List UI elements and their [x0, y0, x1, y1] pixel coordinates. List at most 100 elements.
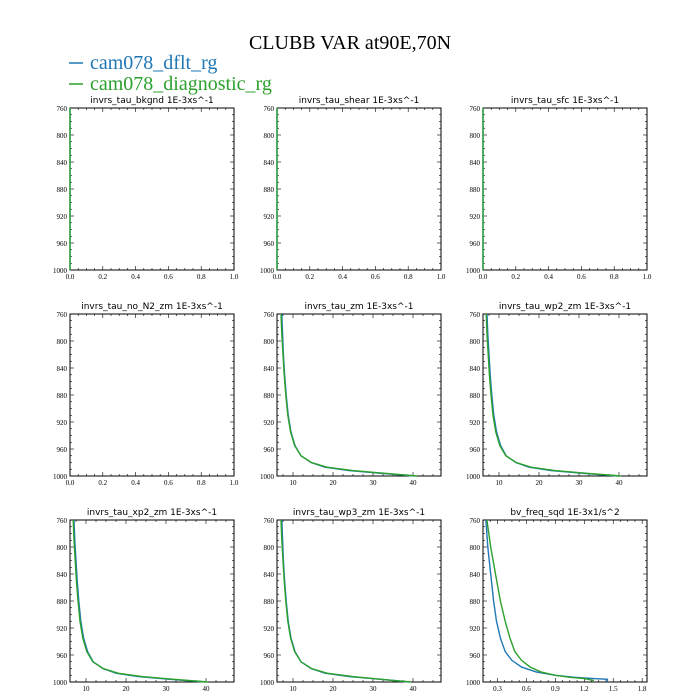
x-tick-label: 1.0	[643, 273, 652, 281]
legend-label-diagnostic: cam078_diagnostic_rg	[90, 73, 272, 95]
panel-6: invrs_tau_wp2_zm 1E-3xs^-1 760 800 840 880 92…	[466, 302, 648, 487]
y-tick-label: 840	[264, 365, 275, 373]
y-tick-label: 800	[264, 544, 275, 552]
y-tick-label: 1000	[53, 267, 68, 275]
x-tick-label: 0.4	[131, 273, 140, 281]
y-tick-label: 1000	[260, 473, 275, 481]
y-tick-label: 960	[264, 446, 275, 454]
panel-title: invrs_tau_xp2_zm 1E-3xs^-1	[87, 508, 217, 518]
plot-frame	[276, 107, 442, 271]
x-tick-label: 40	[616, 479, 624, 487]
y-tick-label: 960	[470, 240, 481, 248]
panel-title: invrs_tau_wp2_zm 1E-3xs^-1	[499, 302, 631, 312]
x-tick-label: 0.9	[551, 685, 560, 693]
y-tick-label: 1000	[53, 679, 68, 687]
y-tick-label: 840	[264, 159, 275, 167]
x-tick-label: 30	[576, 479, 584, 487]
panel-4: invrs_tau_no_N2_zm 1E-3xs^-1 760 800 840 880…	[53, 302, 239, 487]
y-tick-label: 960	[264, 240, 275, 248]
panel-title: invrs_tau_no_N2_zm 1E-3xs^-1	[81, 302, 223, 312]
y-tick-label: 960	[470, 446, 481, 454]
y-tick-label: 920	[470, 419, 481, 427]
y-tick-label: 760	[470, 105, 481, 113]
y-tick-label: 920	[57, 419, 68, 427]
y-tick-label: 840	[470, 365, 481, 373]
x-tick-label: 0.6	[164, 479, 173, 487]
y-tick-label: 1000	[260, 679, 275, 687]
y-tick-label: 800	[57, 544, 68, 552]
y-tick-label: 760	[57, 311, 68, 319]
plot-frame	[69, 313, 235, 477]
panel-title: invrs_tau_zm 1E-3xs^-1	[305, 302, 414, 312]
panel-8: invrs_tau_wp3_zm 1E-3xs^-1 760 800 840 880 92…	[260, 508, 442, 693]
panel-title: invrs_tau_shear 1E-3xs^-1	[299, 96, 420, 106]
panel-title: invrs_tau_wp3_zm 1E-3xs^-1	[293, 508, 425, 518]
y-tick-label: 960	[264, 652, 275, 660]
x-tick-label: 20	[123, 685, 131, 693]
panel-5: invrs_tau_zm 1E-3xs^-1 760 800 840 880 920 960…	[260, 302, 442, 487]
y-tick-label: 760	[264, 311, 275, 319]
x-tick-label: 0.4	[338, 273, 347, 281]
y-tick-label: 920	[470, 213, 481, 221]
series-line-diagnostic	[280, 313, 418, 477]
y-tick-label: 800	[264, 338, 275, 346]
y-tick-label: 760	[57, 105, 68, 113]
y-tick-label: 880	[470, 598, 481, 606]
y-tick-label: 960	[57, 240, 68, 248]
y-tick-label: 840	[57, 365, 68, 373]
plot-frame	[69, 107, 235, 271]
series-line-dflt	[486, 313, 620, 477]
x-tick-label: 1.0	[230, 479, 239, 487]
x-tick-label: 0.2	[98, 273, 107, 281]
legend-label-dflt: cam078_dflt_rg	[90, 52, 217, 74]
y-tick-label: 880	[264, 598, 275, 606]
y-tick-label: 920	[470, 625, 481, 633]
series-line-dflt	[73, 519, 207, 683]
x-tick-label: 0.3	[493, 685, 502, 693]
y-tick-label: 1000	[466, 473, 481, 481]
x-tick-label: 0.8	[197, 273, 206, 281]
x-tick-label: 10	[496, 479, 504, 487]
x-tick-label: 40	[410, 479, 418, 487]
x-tick-label: 0.8	[610, 273, 619, 281]
series-line-diagnostic	[486, 519, 595, 682]
x-tick-label: 10	[290, 685, 298, 693]
x-tick-label: 1.5	[609, 685, 618, 693]
y-tick-label: 920	[57, 625, 68, 633]
x-tick-label: 0.6	[164, 273, 173, 281]
panel-2: invrs_tau_shear 1E-3xs^-1 760 800 840 880 920…	[260, 96, 446, 281]
y-tick-label: 880	[57, 598, 68, 606]
x-tick-label: 0.2	[305, 273, 314, 281]
x-tick-label: 1.0	[437, 273, 446, 281]
y-tick-label: 920	[264, 213, 275, 221]
y-tick-label: 760	[57, 517, 68, 525]
plot-frame	[482, 107, 648, 271]
x-tick-label: 0.6	[522, 685, 531, 693]
x-tick-label: 0.2	[98, 479, 107, 487]
plot-frame	[482, 313, 648, 477]
y-tick-label: 960	[470, 652, 481, 660]
x-tick-label: 1.8	[638, 685, 647, 693]
x-tick-label: 10	[83, 685, 91, 693]
plot-frame	[276, 313, 442, 477]
plot-frame	[276, 519, 442, 683]
y-tick-label: 800	[57, 132, 68, 140]
x-tick-label: 30	[370, 685, 378, 693]
x-tick-label: 0.0	[66, 479, 75, 487]
y-tick-label: 880	[264, 186, 275, 194]
y-tick-label: 880	[57, 186, 68, 194]
x-tick-label: 0.0	[479, 273, 488, 281]
x-tick-label: 0.4	[544, 273, 553, 281]
y-tick-label: 760	[470, 517, 481, 525]
x-tick-label: 0.4	[131, 479, 140, 487]
y-tick-label: 880	[470, 186, 481, 194]
y-tick-label: 840	[57, 159, 68, 167]
x-tick-label: 40	[410, 685, 418, 693]
series-line-diagnostic	[72, 519, 209, 683]
x-tick-label: 0.2	[511, 273, 520, 281]
panel-1: invrs_tau_bkgnd 1E-3xs^-1 760 800 840 880 920…	[53, 96, 239, 281]
plot-frame	[482, 519, 648, 683]
panel-title: invrs_tau_sfc 1E-3xs^-1	[511, 96, 619, 106]
figure-title: CLUBB VAR at90E,70N	[249, 32, 451, 54]
